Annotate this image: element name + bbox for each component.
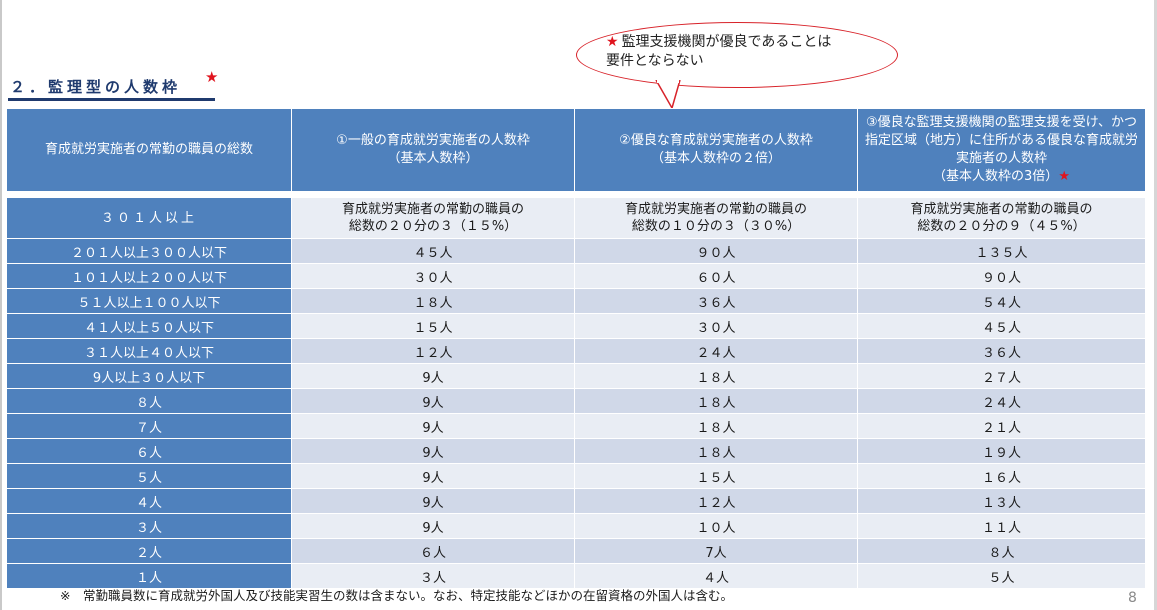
table-row: ５人 9人 １５人 １６人 <box>6 463 1146 489</box>
header-excellent-quota: ②優良な育成就労実施者の人数枠 （基本人数枠の２倍） <box>574 108 858 192</box>
cell-excellent-quota: ３０人 <box>574 313 858 339</box>
header-designated-area-text: ③優良な監理支援機関の監理支援を受け、かつ指定区域（地方）に住所がある優良な育成… <box>864 115 1138 184</box>
page-frame-left <box>0 0 2 610</box>
table-row: ６人 9人 １８人 １９人 <box>6 438 1146 464</box>
cell-general-quota: １２人 <box>291 338 575 364</box>
cell-designated-area-quota: ５４人 <box>857 288 1146 314</box>
table-row: １０１人以上２００人以下 ３０人 ６０人 ９０人 <box>6 263 1146 289</box>
section-title: ２．監理型の人数枠 <box>10 78 182 96</box>
row-label: ４１人以上５０人以下 <box>6 313 292 339</box>
footnote: ※ 常勤職員数に育成就労外国人及び技能実習生の数は含まない。なお、特定技能などほ… <box>60 588 733 603</box>
cell-designated-area-quota: ２７人 <box>857 363 1146 389</box>
cell-designated-area-quota: ９０人 <box>857 263 1146 289</box>
cell-designated-area-quota: 育成就労実施者の常勤の職員の 総数の２０分の９（４５%） <box>857 197 1146 239</box>
table-row: ４１人以上５０人以下 １５人 ３０人 ４５人 <box>6 313 1146 339</box>
page-number: 8 <box>1128 590 1137 606</box>
cell-excellent-quota: １８人 <box>574 438 858 464</box>
row-label: ２０１人以上３００人以下 <box>6 238 292 264</box>
title-underline <box>8 98 215 101</box>
cell-excellent-quota: 7人 <box>574 538 858 564</box>
row-label: １０１人以上２００人以下 <box>6 263 292 289</box>
table-row: ７人 9人 １８人 ２１人 <box>6 413 1146 439</box>
cell-designated-area-quota: １３５人 <box>857 238 1146 264</box>
table-header-row: 育成就労実施者の常勤の職員の総数 ①一般の育成就労実施者の人数枠 （基本人数枠）… <box>6 108 1146 192</box>
cell-designated-area-quota: ４５人 <box>857 313 1146 339</box>
cell-designated-area-quota: ２１人 <box>857 413 1146 439</box>
callout-bubble <box>576 22 898 88</box>
cell-excellent-quota: １５人 <box>574 463 858 489</box>
cell-designated-area-quota: ２４人 <box>857 388 1146 414</box>
table-row: ８人 9人 １８人 ２４人 <box>6 388 1146 414</box>
cell-general-quota: ３０人 <box>291 263 575 289</box>
table-row: ３０１人以上 育成就労実施者の常勤の職員の 総数の２０分の３（１５%） 育成就労実施… <box>6 197 1146 239</box>
row-label: ４人 <box>6 488 292 514</box>
row-label: ７人 <box>6 413 292 439</box>
cell-excellent-quota: １８人 <box>574 388 858 414</box>
header-designated-area-quota: ③優良な監理支援機関の監理支援を受け、かつ指定区域（地方）に住所がある優良な育成… <box>857 108 1146 192</box>
cell-excellent-quota: １８人 <box>574 413 858 439</box>
cell-general-quota: １５人 <box>291 313 575 339</box>
cell-excellent-quota: ２４人 <box>574 338 858 364</box>
header-general-quota: ①一般の育成就労実施者の人数枠 （基本人数枠） <box>291 108 575 192</box>
cell-excellent-quota: １２人 <box>574 488 858 514</box>
cell-excellent-quota: １０人 <box>574 513 858 539</box>
cell-designated-area-quota: １１人 <box>857 513 1146 539</box>
cell-general-quota: 育成就労実施者の常勤の職員の 総数の２０分の３（１５%） <box>291 197 575 239</box>
row-label: 9人以上３０人以下 <box>6 363 292 389</box>
cell-excellent-quota: 育成就労実施者の常勤の職員の 総数の１０分の３（３０%） <box>574 197 858 239</box>
header-separator <box>6 191 1146 198</box>
header-star-icon: ★ <box>1058 169 1070 184</box>
row-label: ２人 <box>6 538 292 564</box>
cell-general-quota: 9人 <box>291 513 575 539</box>
cell-excellent-quota: １８人 <box>574 363 858 389</box>
title-star-icon: ★ <box>205 68 219 86</box>
cell-excellent-quota: ４人 <box>574 563 858 589</box>
row-label: ３０１人以上 <box>6 197 292 239</box>
table-row: １人 ３人 ４人 ５人 <box>6 563 1146 589</box>
cell-designated-area-quota: ８人 <box>857 538 1146 564</box>
cell-designated-area-quota: １６人 <box>857 463 1146 489</box>
table-row: ５１人以上１００人以下 １８人 ３６人 ５４人 <box>6 288 1146 314</box>
callout-star-icon: ★ <box>606 34 619 50</box>
table-row: 9人以上３０人以下 9人 １８人 ２７人 <box>6 363 1146 389</box>
row-label: ６人 <box>6 438 292 464</box>
header-total-staff: 育成就労実施者の常勤の職員の総数 <box>6 108 292 192</box>
cell-general-quota: 9人 <box>291 363 575 389</box>
cell-general-quota: ４５人 <box>291 238 575 264</box>
row-label: １人 <box>6 563 292 589</box>
row-label: ３人 <box>6 513 292 539</box>
callout-text: ★ 監理支援機関が優良であることは 要件とならない <box>606 33 886 71</box>
cell-general-quota: １８人 <box>291 288 575 314</box>
row-label: ５人 <box>6 463 292 489</box>
callout-line-2: 要件とならない <box>606 53 704 69</box>
cell-general-quota: 9人 <box>291 388 575 414</box>
callout-tail <box>655 80 681 109</box>
cell-designated-area-quota: ３６人 <box>857 338 1146 364</box>
cell-general-quota: 9人 <box>291 488 575 514</box>
row-label: ８人 <box>6 388 292 414</box>
cell-general-quota: ６人 <box>291 538 575 564</box>
table-row: ３１人以上４０人以下 １２人 ２４人 ３６人 <box>6 338 1146 364</box>
cell-excellent-quota: ９０人 <box>574 238 858 264</box>
callout-line-1: 監理支援機関が優良であることは <box>621 34 832 50</box>
table-row: ２人 ６人 7人 ８人 <box>6 538 1146 564</box>
cell-excellent-quota: ３６人 <box>574 288 858 314</box>
row-label: ５１人以上１００人以下 <box>6 288 292 314</box>
table-row: ２０１人以上３００人以下 ４５人 ９０人 １３５人 <box>6 238 1146 264</box>
cell-designated-area-quota: １３人 <box>857 488 1146 514</box>
table-row: ３人 9人 １０人 １１人 <box>6 513 1146 539</box>
table-row: ４人 9人 １２人 １３人 <box>6 488 1146 514</box>
cell-excellent-quota: ６０人 <box>574 263 858 289</box>
cell-general-quota: 9人 <box>291 413 575 439</box>
cell-designated-area-quota: １９人 <box>857 438 1146 464</box>
cell-designated-area-quota: ５人 <box>857 563 1146 589</box>
cell-general-quota: 9人 <box>291 438 575 464</box>
cell-general-quota: ３人 <box>291 563 575 589</box>
page-frame-right <box>1154 0 1157 610</box>
quota-table: 育成就労実施者の常勤の職員の総数 ①一般の育成就労実施者の人数枠 （基本人数枠）… <box>6 108 1146 589</box>
row-label: ３１人以上４０人以下 <box>6 338 292 364</box>
cell-general-quota: 9人 <box>291 463 575 489</box>
